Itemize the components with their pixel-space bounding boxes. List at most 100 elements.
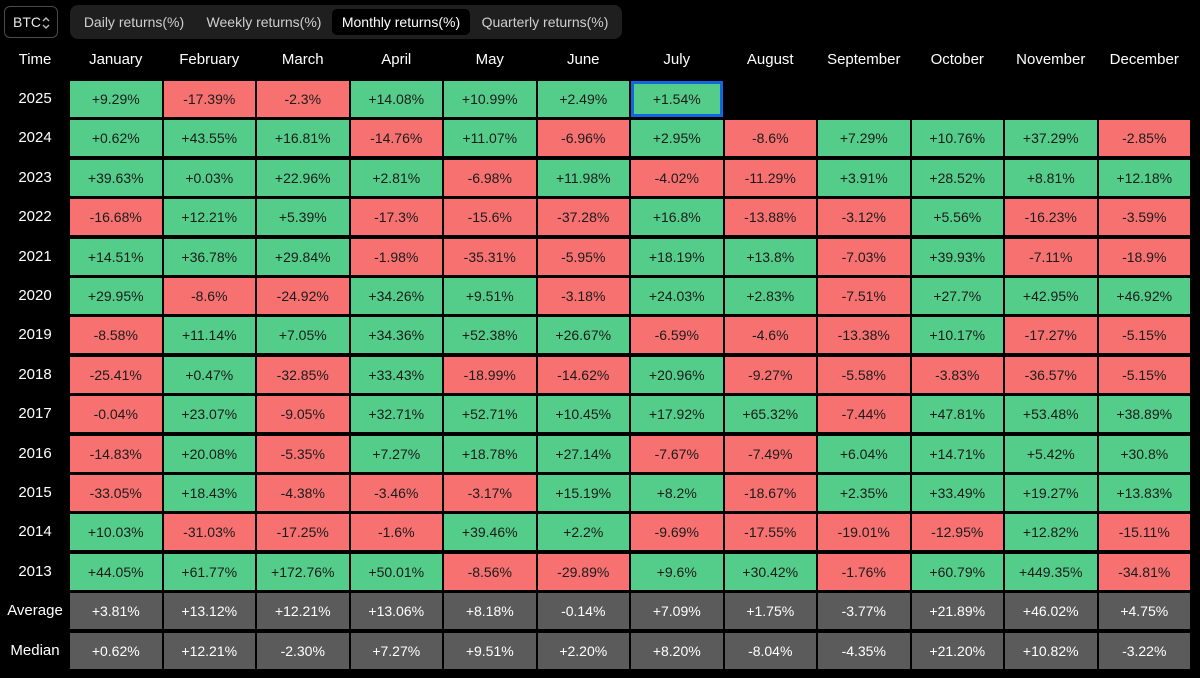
return-cell-2024-november[interactable]: +37.29% — [1005, 120, 1097, 157]
return-cell-2021-november[interactable]: -7.11% — [1005, 238, 1097, 275]
return-cell-2020-january[interactable]: +29.95% — [70, 278, 162, 314]
return-cell-2020-august[interactable]: +2.83% — [724, 278, 816, 314]
average-cell-december[interactable]: +4.75% — [1098, 593, 1190, 630]
return-cell-2015-november[interactable]: +19.27% — [1005, 475, 1097, 511]
average-cell-november[interactable]: +46.02% — [1005, 593, 1097, 630]
return-cell-2025-march[interactable]: -2.3% — [257, 81, 349, 117]
return-cell-2014-december[interactable]: -15.11% — [1098, 514, 1190, 551]
return-cell-2015-february[interactable]: +18.43% — [163, 475, 255, 511]
median-cell-january[interactable]: +0.62% — [70, 632, 162, 669]
return-cell-2016-may[interactable]: +18.78% — [444, 435, 536, 472]
return-cell-2019-february[interactable]: +11.14% — [163, 317, 255, 354]
median-cell-may[interactable]: +9.51% — [444, 632, 536, 669]
return-cell-2021-october[interactable]: +39.93% — [911, 238, 1003, 275]
return-cell-2020-november[interactable]: +42.95% — [1005, 278, 1097, 314]
return-cell-2024-september[interactable]: +7.29% — [818, 120, 910, 157]
return-cell-2023-september[interactable]: +3.91% — [818, 159, 910, 196]
return-cell-2023-november[interactable]: +8.81% — [1005, 159, 1097, 196]
return-cell-2014-august[interactable]: -17.55% — [724, 514, 816, 551]
median-cell-november[interactable]: +10.82% — [1005, 632, 1097, 669]
return-cell-2016-december[interactable]: +30.8% — [1098, 435, 1190, 472]
median-cell-july[interactable]: +8.20% — [631, 632, 723, 669]
return-cell-2024-july[interactable]: +2.95% — [631, 120, 723, 157]
average-cell-june[interactable]: -0.14% — [537, 593, 629, 630]
return-cell-2015-june[interactable]: +15.19% — [537, 475, 629, 511]
return-cell-2019-june[interactable]: +26.67% — [537, 317, 629, 354]
return-cell-2014-june[interactable]: +2.2% — [537, 514, 629, 551]
return-cell-2020-june[interactable]: -3.18% — [537, 278, 629, 314]
return-cell-2016-march[interactable]: -5.35% — [257, 435, 349, 472]
return-cell-2016-august[interactable]: -7.49% — [724, 435, 816, 472]
return-cell-2021-august[interactable]: +13.8% — [724, 238, 816, 275]
return-cell-2023-january[interactable]: +39.63% — [70, 159, 162, 196]
return-cell-2022-october[interactable]: +5.56% — [911, 199, 1003, 236]
return-cell-2023-june[interactable]: +11.98% — [537, 159, 629, 196]
return-cell-2023-december[interactable]: +12.18% — [1098, 159, 1190, 196]
return-cell-2019-march[interactable]: +7.05% — [257, 317, 349, 354]
return-cell-2017-january[interactable]: -0.04% — [70, 396, 162, 433]
return-cell-2024-june[interactable]: -6.96% — [537, 120, 629, 157]
return-cell-2022-january[interactable]: -16.68% — [70, 199, 162, 236]
return-cell-2021-july[interactable]: +18.19% — [631, 238, 723, 275]
return-cell-2017-august[interactable]: +65.32% — [724, 396, 816, 433]
return-cell-2015-october[interactable]: +33.49% — [911, 475, 1003, 511]
return-cell-2016-october[interactable]: +14.71% — [911, 435, 1003, 472]
return-cell-2018-october[interactable]: -3.83% — [911, 356, 1003, 393]
return-cell-2023-march[interactable]: +22.96% — [257, 159, 349, 196]
return-cell-2013-september[interactable]: -1.76% — [818, 553, 910, 590]
return-cell-2013-february[interactable]: +61.77% — [163, 553, 255, 590]
return-cell-2013-january[interactable]: +44.05% — [70, 553, 162, 590]
return-cell-2017-february[interactable]: +23.07% — [163, 396, 255, 433]
return-cell-2018-april[interactable]: +33.43% — [350, 356, 442, 393]
return-cell-2021-december[interactable]: -18.9% — [1098, 238, 1190, 275]
median-cell-october[interactable]: +21.20% — [911, 632, 1003, 669]
return-cell-2021-february[interactable]: +36.78% — [163, 238, 255, 275]
return-cell-2022-march[interactable]: +5.39% — [257, 199, 349, 236]
return-cell-2014-november[interactable]: +12.82% — [1005, 514, 1097, 551]
return-cell-2024-october[interactable]: +10.76% — [911, 120, 1003, 157]
return-cell-2017-march[interactable]: -9.05% — [257, 396, 349, 433]
return-cell-2017-may[interactable]: +52.71% — [444, 396, 536, 433]
return-cell-2020-april[interactable]: +34.26% — [350, 278, 442, 314]
average-cell-september[interactable]: -3.77% — [818, 593, 910, 630]
return-cell-2018-may[interactable]: -18.99% — [444, 356, 536, 393]
average-cell-march[interactable]: +12.21% — [257, 593, 349, 630]
return-cell-2013-november[interactable]: +449.35% — [1005, 553, 1097, 590]
return-cell-2020-march[interactable]: -24.92% — [257, 278, 349, 314]
return-cell-2025-january[interactable]: +9.29% — [70, 81, 162, 117]
return-cell-2018-august[interactable]: -9.27% — [724, 356, 816, 393]
return-cell-2015-july[interactable]: +8.2% — [631, 475, 723, 511]
average-cell-january[interactable]: +3.81% — [70, 593, 162, 630]
return-cell-2022-june[interactable]: -37.28% — [537, 199, 629, 236]
asset-select[interactable]: BTC — [4, 6, 58, 38]
return-cell-2021-march[interactable]: +29.84% — [257, 238, 349, 275]
return-cell-2023-april[interactable]: +2.81% — [350, 159, 442, 196]
return-cell-2022-september[interactable]: -3.12% — [818, 199, 910, 236]
return-cell-2015-january[interactable]: -33.05% — [70, 475, 162, 511]
return-cell-2025-june[interactable]: +2.49% — [537, 81, 629, 117]
return-cell-2023-august[interactable]: -11.29% — [724, 159, 816, 196]
return-cell-2019-october[interactable]: +10.17% — [911, 317, 1003, 354]
median-cell-june[interactable]: +2.20% — [537, 632, 629, 669]
return-cell-2017-november[interactable]: +53.48% — [1005, 396, 1097, 433]
return-cell-2024-august[interactable]: -8.6% — [724, 120, 816, 157]
return-cell-2023-may[interactable]: -6.98% — [444, 159, 536, 196]
return-cell-2018-september[interactable]: -5.58% — [818, 356, 910, 393]
median-cell-september[interactable]: -4.35% — [818, 632, 910, 669]
tab-weekly-returns[interactable]: Weekly returns(%) — [206, 14, 322, 30]
return-cell-2016-july[interactable]: -7.67% — [631, 435, 723, 472]
return-cell-2014-march[interactable]: -17.25% — [257, 514, 349, 551]
return-cell-2013-august[interactable]: +30.42% — [724, 553, 816, 590]
return-cell-2022-february[interactable]: +12.21% — [163, 199, 255, 236]
return-cell-2019-january[interactable]: -8.58% — [70, 317, 162, 354]
return-cell-2017-july[interactable]: +17.92% — [631, 396, 723, 433]
return-cell-2021-january[interactable]: +14.51% — [70, 238, 162, 275]
return-cell-2024-march[interactable]: +16.81% — [257, 120, 349, 157]
return-cell-2022-november[interactable]: -16.23% — [1005, 199, 1097, 236]
return-cell-2025-may[interactable]: +10.99% — [444, 81, 536, 117]
return-cell-2015-august[interactable]: -18.67% — [724, 475, 816, 511]
return-cell-2018-january[interactable]: -25.41% — [70, 356, 162, 393]
return-cell-2020-february[interactable]: -8.6% — [163, 278, 255, 314]
return-cell-2015-may[interactable]: -3.17% — [444, 475, 536, 511]
return-cell-2025-july[interactable]: +1.54% — [631, 81, 723, 117]
